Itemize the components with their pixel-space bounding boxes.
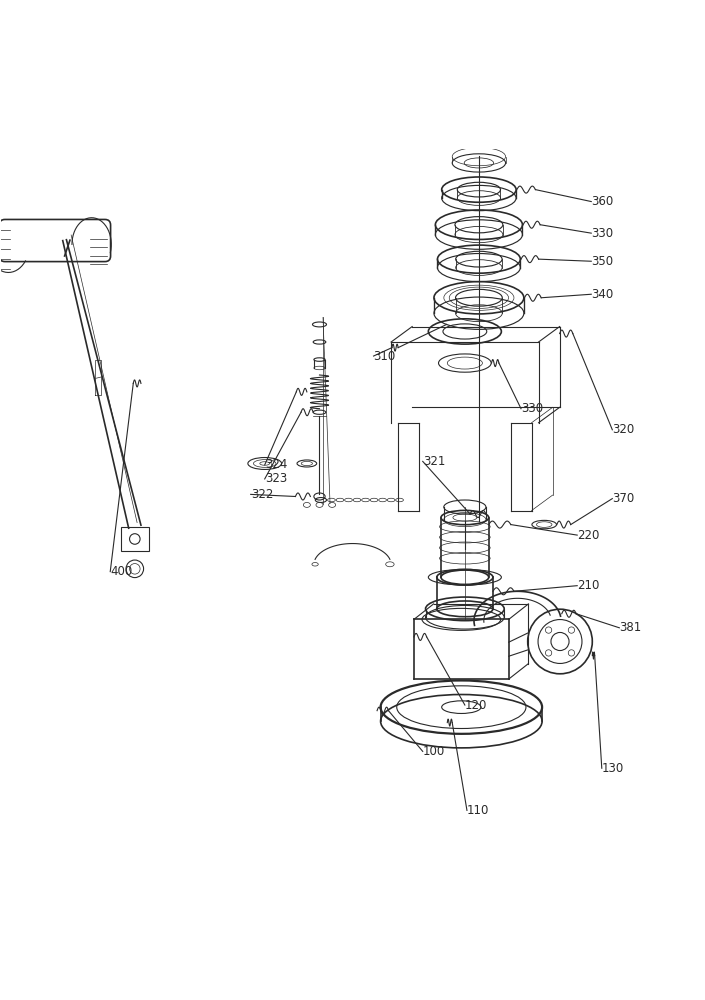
Text: 100: 100 [423,745,445,758]
Text: 323: 323 [264,472,287,485]
Text: 110: 110 [467,804,489,817]
Text: 322: 322 [251,488,273,501]
Text: 330: 330 [521,402,543,415]
Text: 120: 120 [465,699,487,712]
Text: 310: 310 [374,350,396,363]
Text: 350: 350 [591,255,613,268]
Text: 130: 130 [602,762,624,775]
Text: 360: 360 [591,195,613,208]
Text: 321: 321 [423,455,445,468]
Text: 220: 220 [577,529,599,542]
Text: 400: 400 [110,565,133,578]
Text: 340: 340 [591,288,613,301]
Text: 330: 330 [591,227,613,240]
Text: 370: 370 [613,492,634,505]
Text: 381: 381 [620,621,642,634]
Text: 210: 210 [577,579,599,592]
Text: 320: 320 [613,423,634,436]
Bar [121,527,149,551]
Text: 324: 324 [264,458,287,471]
